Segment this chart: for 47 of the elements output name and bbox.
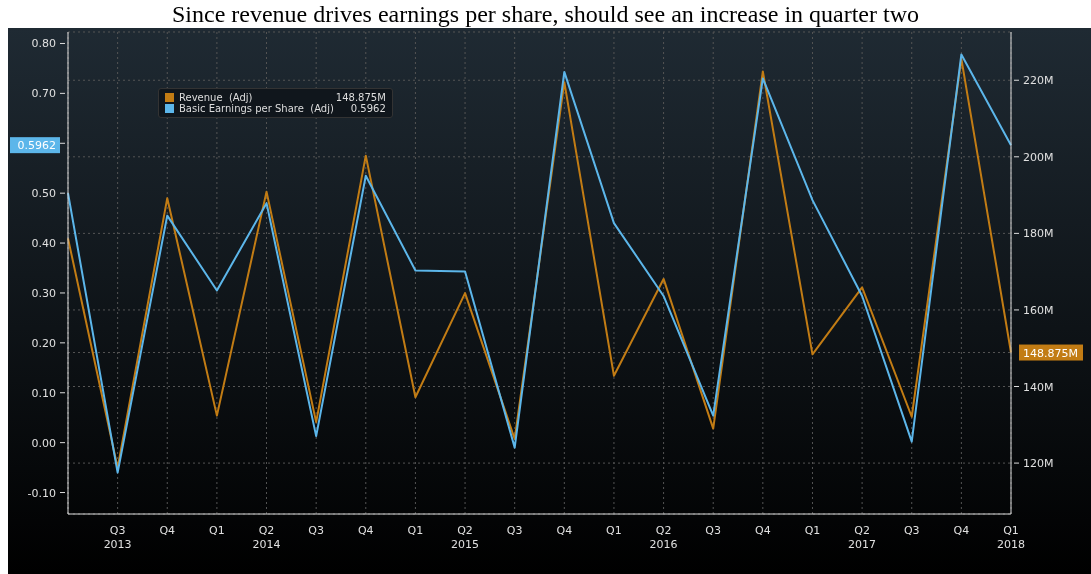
x-tick-label: Q4 — [755, 524, 771, 537]
y2-tick-label: 120M — [1023, 457, 1054, 471]
x-tick-label: Q3 — [903, 524, 920, 537]
legend-label: Basic Earnings per Share (Adj) — [179, 103, 334, 114]
text: 2018 — [997, 538, 1025, 551]
text: 2014 — [252, 538, 281, 551]
text: 148.875M — [335, 92, 386, 103]
y2-tick-label: 160M — [1023, 303, 1054, 317]
y-tick-label: 0.30 — [31, 286, 56, 300]
x-tick-label: Q2 — [854, 524, 870, 537]
y-tick-label: 0.00 — [31, 436, 56, 450]
y-tick-label: 0.5962 — [17, 139, 56, 153]
y-tick-label: 0.20 — [31, 336, 56, 350]
y2-tick-label: 220M — [1023, 74, 1054, 88]
y2-tick-label: 180M — [1023, 227, 1054, 241]
y2-tick-label: 200M — [1023, 150, 1054, 164]
y2-tick-label: 140M — [1023, 380, 1054, 394]
y-tick-label: 0.80 — [31, 37, 56, 51]
chart-title: Since revenue drives earnings per share, should see an increase in quarter two — [170, 0, 920, 28]
x-tick-label: Q3 — [506, 524, 523, 537]
x-tick-label: Q2 — [457, 524, 473, 537]
y-tick-label: 0.40 — [31, 237, 56, 251]
y-tick-label: 0.10 — [31, 386, 56, 400]
text: 2017 — [848, 538, 877, 551]
x-tick-label: Q1 — [1003, 524, 1019, 537]
x-tick-label: Q1 — [606, 524, 622, 537]
y-tick-label: 0.50 — [31, 187, 56, 201]
x-tick-label: Q1 — [407, 524, 424, 537]
x-tick-label: Q4 — [159, 524, 176, 537]
text: 2016 — [649, 538, 678, 551]
x-tick-label: Q4 — [953, 524, 970, 537]
text: 2015 — [451, 538, 480, 551]
y2-tick-label: 148.875M — [1023, 346, 1078, 360]
x-tick-label: Q1 — [209, 524, 225, 537]
x-tick-label: Q1 — [804, 524, 821, 537]
x-tick-label: Q3 — [109, 524, 126, 537]
x-tick-label: Q3 — [308, 524, 324, 537]
y-tick-label: -0.10 — [27, 486, 56, 500]
text: 2013 — [103, 538, 132, 551]
legend-label: Revenue (Adj) — [179, 92, 254, 103]
y-tick-label: 0.70 — [31, 87, 56, 101]
x-tick-label: Q2 — [258, 524, 275, 537]
x-tick-label: Q2 — [655, 524, 672, 537]
x-tick-label: Q4 — [357, 524, 374, 537]
x-tick-label: Q3 — [705, 524, 722, 537]
x-tick-label: Q4 — [556, 524, 573, 537]
text: 0.5962 — [350, 103, 386, 114]
